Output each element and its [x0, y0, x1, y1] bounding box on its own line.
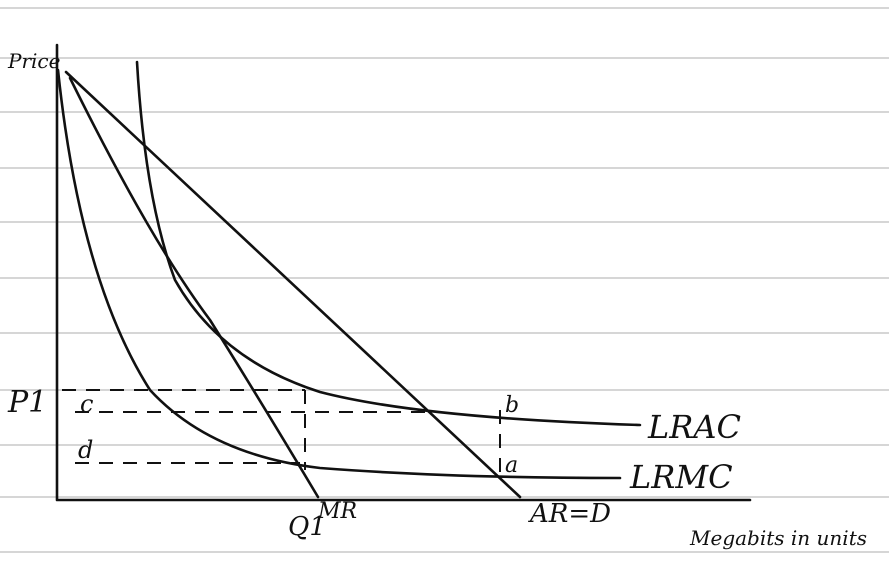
label-d: d — [78, 436, 93, 464]
label-p1: P1 — [7, 385, 47, 420]
axes — [57, 45, 750, 500]
label-c: c — [80, 390, 93, 418]
x-axis-label: Megabits in units — [689, 526, 867, 550]
label-lrac: LRAC — [647, 408, 741, 446]
lined-paper — [0, 8, 889, 552]
label-mr: MR — [317, 499, 357, 524]
y-axis-label: Price — [7, 49, 60, 73]
ar-demand-curve — [66, 72, 520, 497]
label-ar-d: AR=D — [528, 499, 611, 529]
diagram: Price P1 c d Q1 MR AR=D LRAC LRMC b a Me… — [0, 0, 889, 576]
axis-lines — [57, 45, 750, 500]
lrac-curve — [137, 62, 640, 425]
label-lrmc: LRMC — [629, 458, 733, 496]
label-b: b — [505, 393, 519, 418]
mr-curve — [70, 78, 318, 497]
label-a: a — [505, 453, 518, 478]
